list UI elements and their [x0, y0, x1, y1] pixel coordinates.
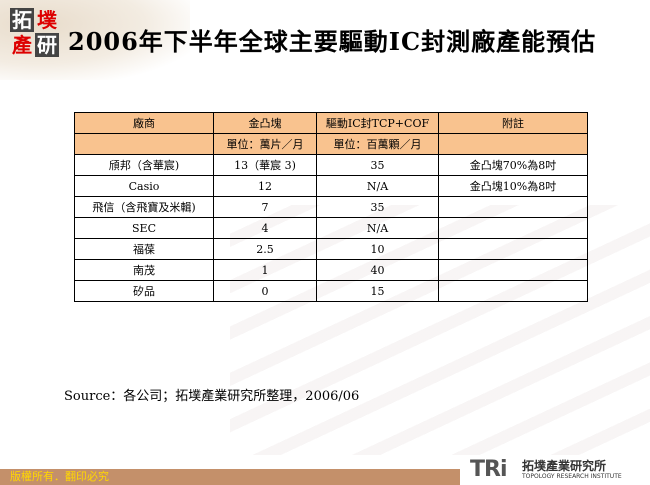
table-cell: 40: [316, 259, 439, 281]
header-cell: 附註: [438, 112, 588, 134]
table-row: 頎邦（含華宸) 13（華宸 3) 35 金凸塊70%為8吋: [74, 154, 588, 176]
table-cell: 4: [213, 217, 317, 239]
table-cell: 金凸塊10%為8吋: [438, 175, 588, 197]
page-title: 2006年下半年全球主要驅動IC封測廠產能預估: [68, 27, 597, 56]
table-cell: 35: [316, 154, 439, 176]
brand-logo: TRi 拓墣產業研究所 TOPOLOGY RESEARCH INSTITUTE: [460, 455, 650, 485]
table-cell: N/A: [316, 217, 439, 239]
unit-row: 單位：萬片／月 單位：百萬顆／月: [74, 133, 588, 155]
table-cell: 1: [213, 259, 317, 281]
header-cell: 廠商: [74, 112, 214, 134]
header-row: 廠商 金凸塊 驅動IC封TCP+COF 附註: [74, 112, 588, 134]
table-cell: [438, 196, 588, 218]
table-cell: 2.5: [213, 238, 317, 260]
brand-subtitle: TOPOLOGY RESEARCH INSTITUTE: [522, 473, 622, 480]
logo-char: 產: [12, 33, 32, 57]
header-cell: 金凸塊: [213, 112, 317, 134]
unit-cell: 單位：萬片／月: [213, 133, 317, 155]
logo: 拓 墣 產 研: [10, 8, 60, 58]
table-cell: 12: [213, 175, 317, 197]
table-row: 南茂 1 40: [74, 259, 588, 281]
header-cell: 驅動IC封TCP+COF: [316, 112, 439, 134]
table-cell: 金凸塊70%為8吋: [438, 154, 588, 176]
brand-name: 拓墣產業研究所: [522, 459, 607, 473]
table-cell: 13（華宸 3): [213, 154, 317, 176]
table-cell: [438, 217, 588, 239]
tri-logo: TRi: [470, 457, 507, 482]
table-cell: 7: [213, 196, 317, 218]
table-cell: N/A: [316, 175, 439, 197]
table-row: 福葆 2.5 10: [74, 238, 588, 260]
unit-cell: [438, 133, 588, 155]
table-cell: 0: [213, 280, 317, 302]
table-cell: [438, 238, 588, 260]
table-cell: 頎邦（含華宸): [74, 154, 214, 176]
table-cell: [438, 259, 588, 281]
unit-cell: 單位：百萬顆／月: [316, 133, 439, 155]
table-row: SEC 4 N/A: [74, 217, 588, 239]
logo-char: 研: [35, 33, 59, 57]
table-cell: [438, 280, 588, 302]
table-cell: 35: [316, 196, 439, 218]
logo-char: 墣: [37, 8, 57, 32]
table-cell: 15: [316, 280, 439, 302]
source-note: Source：各公司；拓墣產業研究所整理，2006/06: [64, 389, 360, 404]
table-cell: 10: [316, 238, 439, 260]
table-row: 矽品 0 15: [74, 280, 588, 302]
table-row: 飛信（含飛寶及米輯) 7 35: [74, 196, 588, 218]
copyright-text: 版權所有．翻印必究: [10, 470, 109, 483]
table-cell: 飛信（含飛寶及米輯): [74, 196, 214, 218]
table-cell: SEC: [74, 217, 214, 239]
table-cell: Casio: [74, 175, 214, 197]
logo-char: 拓: [10, 8, 34, 32]
table-cell: 福葆: [74, 238, 214, 260]
capacity-table: 廠商 金凸塊 驅動IC封TCP+COF 附註 單位：萬片／月 單位：百萬顆／月 …: [74, 112, 588, 302]
unit-cell: [74, 133, 214, 155]
table-cell: 南茂: [74, 259, 214, 281]
table-row: Casio 12 N/A 金凸塊10%為8吋: [74, 175, 588, 197]
table-cell: 矽品: [74, 280, 214, 302]
